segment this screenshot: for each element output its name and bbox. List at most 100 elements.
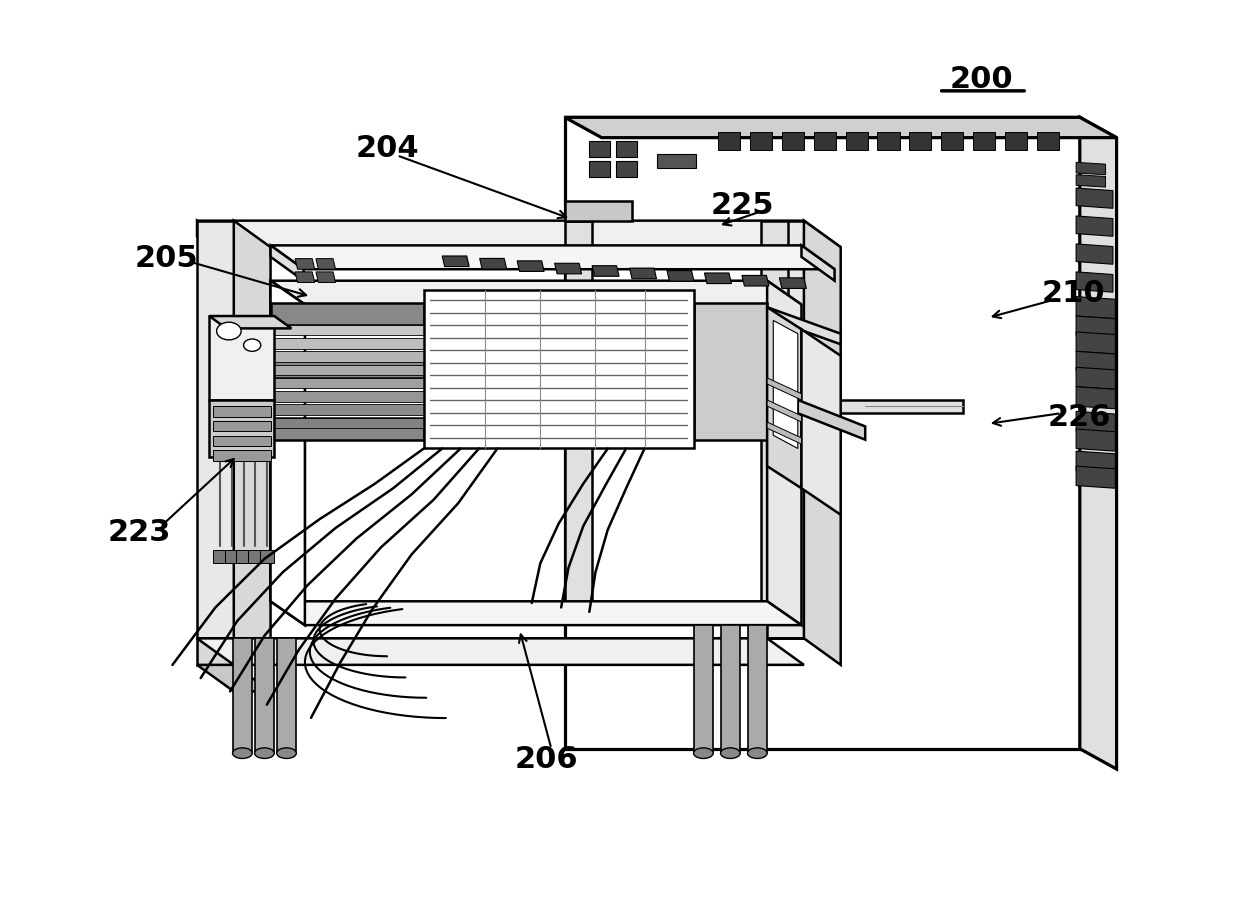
Polygon shape [270,405,424,415]
Polygon shape [213,406,270,417]
Polygon shape [742,275,769,286]
Ellipse shape [748,748,768,759]
Polygon shape [1076,297,1115,318]
Polygon shape [270,338,424,349]
Polygon shape [1076,429,1115,451]
Polygon shape [1076,188,1112,208]
Polygon shape [1076,272,1112,292]
Polygon shape [846,133,868,150]
Polygon shape [270,378,424,388]
Polygon shape [801,329,841,515]
Polygon shape [804,221,841,665]
Text: 226: 226 [1048,403,1111,432]
Polygon shape [1076,451,1115,474]
Polygon shape [197,221,234,639]
Text: 223: 223 [108,518,171,547]
Polygon shape [909,133,931,150]
Polygon shape [1076,316,1115,338]
Polygon shape [480,258,507,269]
Polygon shape [316,258,336,269]
Polygon shape [768,221,804,639]
Polygon shape [197,639,804,665]
Polygon shape [270,418,424,428]
Polygon shape [797,400,963,414]
Polygon shape [657,153,696,168]
Polygon shape [768,378,801,400]
Ellipse shape [720,748,740,759]
Polygon shape [277,639,296,753]
Polygon shape [616,141,637,157]
Polygon shape [768,307,801,488]
Polygon shape [270,325,424,335]
Polygon shape [1076,162,1106,175]
Polygon shape [801,246,835,281]
Polygon shape [1076,367,1115,389]
Polygon shape [270,418,424,440]
Polygon shape [750,133,773,150]
Text: 204: 204 [355,134,419,162]
Ellipse shape [254,748,274,759]
Polygon shape [270,391,424,402]
Polygon shape [270,281,801,305]
Polygon shape [1076,332,1115,354]
Polygon shape [704,273,732,283]
Polygon shape [768,281,801,625]
Polygon shape [720,625,740,753]
Circle shape [217,322,241,340]
Polygon shape [224,550,239,563]
Polygon shape [248,550,263,563]
Polygon shape [591,266,619,276]
Polygon shape [197,639,234,665]
Polygon shape [565,221,591,616]
Polygon shape [667,271,694,281]
Polygon shape [270,352,424,362]
Polygon shape [878,133,899,150]
Polygon shape [1076,175,1106,187]
Polygon shape [1076,216,1112,236]
Polygon shape [270,281,305,625]
Polygon shape [589,141,610,157]
Polygon shape [213,436,270,446]
Polygon shape [210,316,291,328]
Polygon shape [259,550,274,563]
Polygon shape [1037,133,1059,150]
Polygon shape [443,256,469,266]
Polygon shape [233,639,252,753]
Polygon shape [270,364,424,375]
Polygon shape [973,133,996,150]
Polygon shape [270,303,424,325]
Polygon shape [270,361,424,378]
Polygon shape [517,261,544,272]
Polygon shape [270,281,305,625]
Polygon shape [213,550,228,563]
Polygon shape [768,400,801,422]
Ellipse shape [233,748,252,759]
Polygon shape [768,307,841,344]
Polygon shape [234,221,270,665]
Polygon shape [693,303,768,440]
Polygon shape [270,246,304,281]
Text: 205: 205 [134,244,198,273]
Polygon shape [1076,466,1115,488]
Polygon shape [424,290,693,448]
Polygon shape [761,221,787,616]
Text: 200: 200 [950,65,1013,94]
Polygon shape [797,400,866,440]
Polygon shape [813,133,836,150]
Polygon shape [1076,244,1112,265]
Polygon shape [565,118,1080,749]
Polygon shape [295,258,315,269]
Polygon shape [1076,412,1115,433]
Polygon shape [1076,352,1115,373]
Polygon shape [589,161,610,177]
Polygon shape [768,422,801,444]
Polygon shape [197,221,841,248]
Ellipse shape [693,748,713,759]
Polygon shape [718,133,740,150]
Polygon shape [270,601,801,625]
Polygon shape [213,450,270,461]
Polygon shape [774,320,797,448]
Polygon shape [1076,387,1115,409]
Polygon shape [565,118,1116,137]
Polygon shape [270,246,835,269]
